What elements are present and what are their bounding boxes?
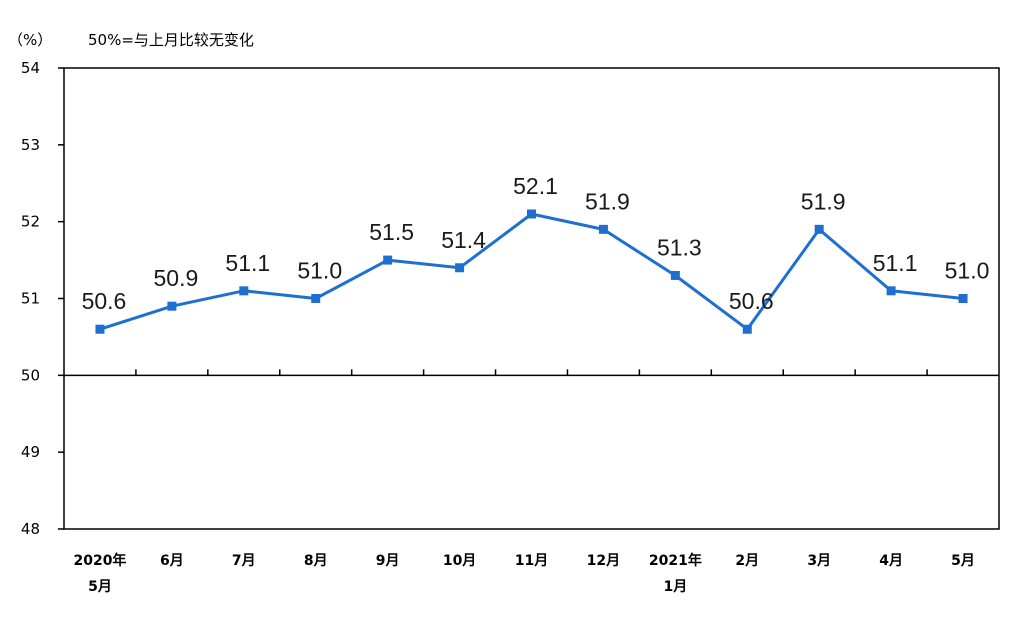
data-label: 51.9 <box>801 188 846 214</box>
data-label: 51.5 <box>369 219 414 245</box>
data-point-marker <box>239 286 249 296</box>
x-tick-label: 2021年 <box>649 552 702 569</box>
y-tick-label: 52 <box>21 213 40 231</box>
data-point-marker <box>383 255 393 265</box>
x-tick-label: 7月 <box>232 553 256 569</box>
data-point-marker <box>958 294 968 303</box>
data-point-marker <box>311 294 321 303</box>
x-tick-label: 11月 <box>515 553 548 569</box>
data-label: 51.0 <box>945 258 990 284</box>
baseline-note: 50%=与上月比较无变化 <box>88 31 254 49</box>
data-label: 51.0 <box>297 258 342 284</box>
y-tick-label: 49 <box>21 443 40 461</box>
data-label: 52.1 <box>513 173 558 199</box>
x-tick-label: 4月 <box>879 553 903 569</box>
y-tick-label: 53 <box>21 136 40 154</box>
data-point-marker <box>95 324 105 334</box>
data-point-marker <box>167 301 177 311</box>
data-point-marker <box>670 270 680 280</box>
x-tick-label: 9月 <box>376 553 400 569</box>
data-label: 51.3 <box>657 234 702 260</box>
data-point-marker <box>886 286 896 296</box>
data-label: 50.6 <box>729 288 774 314</box>
x-tick-label: 3月 <box>807 553 831 569</box>
data-label: 51.9 <box>585 188 630 214</box>
x-tick-label: 6月 <box>160 553 184 569</box>
x-tick-label: 5月 <box>88 579 112 595</box>
x-tick-label: 12月 <box>587 553 620 569</box>
data-point-marker <box>814 224 824 234</box>
x-tick-label: 2020年 <box>73 552 126 569</box>
x-tick-label: 1月 <box>663 579 687 595</box>
x-tick-label: 5月 <box>951 553 975 569</box>
y-axis: 48 49 50 51 52 53 54 <box>21 59 64 538</box>
x-tick-label: 8月 <box>304 553 328 569</box>
data-labels: 50.6 50.9 51.1 51.0 51.5 51.4 52.1 51.9 51.3 50.6… <box>82 173 990 314</box>
y-tick-label: 50 <box>21 366 40 384</box>
y-tick-label: 51 <box>21 290 40 308</box>
data-label: 51.1 <box>225 250 270 276</box>
data-point-marker <box>527 209 536 219</box>
data-point-marker <box>598 224 608 234</box>
data-point-marker <box>455 263 465 273</box>
x-tick-label: 10月 <box>443 553 476 569</box>
data-label: 51.1 <box>873 250 918 276</box>
data-points <box>95 209 968 334</box>
y-tick-label: 48 <box>21 520 40 538</box>
unit-label: （%） <box>8 31 52 49</box>
data-label: 50.6 <box>82 288 127 314</box>
y-tick-label: 54 <box>21 59 40 77</box>
data-label: 50.9 <box>154 265 199 291</box>
data-label: 51.4 <box>441 227 486 253</box>
x-tick-label: 2月 <box>735 553 759 569</box>
data-point-marker <box>742 324 752 334</box>
x-axis: 2020年 5月 6月 7月 8月 9月 10月 11月 12月 2021年 1月 2月 3月 4月 5月 <box>73 369 975 595</box>
